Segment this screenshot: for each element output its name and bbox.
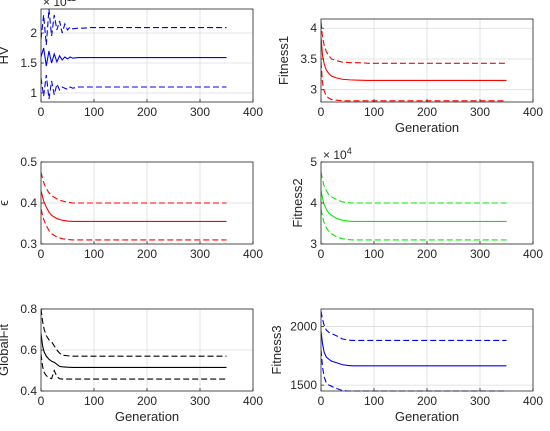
series-line-upper — [41, 308, 227, 357]
x-axis-label: Generation — [115, 409, 179, 424]
subplot-epsilon: 0 100 200 300 400 0.3 0.4 0.5 ϵ — [0, 155, 263, 261]
x-tick-label: 100 — [364, 247, 384, 261]
x-tick-label: 400 — [243, 394, 263, 408]
x-tick-label: 100 — [364, 394, 384, 408]
y-tick-label: 5 — [310, 155, 317, 169]
subplot-fitness1: 0 100 200 300 400 3 3.5 4 Fitness1 Generation — [276, 18, 543, 135]
x-tick-label: 400 — [243, 105, 263, 119]
series-line-upper — [321, 311, 507, 341]
y-tick-label: 2 — [30, 26, 37, 40]
x-tick-label: 400 — [243, 247, 263, 261]
y-axis-label: GlobalFit — [0, 324, 11, 376]
series-line-upper — [321, 172, 507, 204]
subplot-hv: 0 100 200 300 400 1 1.5 2 HV × 1011 — [0, 0, 263, 119]
y-tick-label: 0.5 — [20, 155, 37, 169]
x-tick-label: 100 — [84, 394, 104, 408]
y-axis-label: Fitness3 — [269, 325, 284, 374]
y-axis-exponent: × 104 — [323, 146, 352, 162]
x-tick-label: 0 — [38, 247, 45, 261]
y-tick-label: 1500 — [290, 378, 317, 392]
x-tick-label: 100 — [84, 247, 104, 261]
x-tick-label: 0 — [318, 105, 325, 119]
series-line-lower — [41, 74, 227, 100]
y-tick-label: 3 — [310, 83, 317, 97]
y-tick-label: 0.4 — [20, 196, 37, 210]
y-tick-label: 1 — [30, 86, 37, 100]
series-line-mean — [41, 47, 227, 67]
x-tick-label: 400 — [523, 105, 543, 119]
y-tick-label: 4 — [310, 21, 317, 35]
subplot-globalfit: 0 100 200 300 400 0.4 0.6 0.8 GlobalFit Generatio… — [0, 302, 263, 424]
series-line-upper — [41, 8, 227, 46]
series-line-lower — [321, 209, 507, 241]
y-tick-label: 3 — [310, 237, 317, 251]
y-tick-label: 4 — [310, 196, 317, 210]
x-tick-label: 0 — [38, 394, 45, 408]
x-tick-label: 300 — [470, 105, 490, 119]
y-tick-label: 2000 — [290, 320, 317, 334]
subplot-fitness3: 0 100 200 300 400 1500 2000 Fitness3 Generation — [269, 308, 543, 424]
x-axis-label: Generation — [395, 409, 459, 424]
y-axis-label: ϵ — [0, 200, 11, 206]
x-tick-label: 200 — [137, 247, 157, 261]
series-line-lower — [41, 354, 227, 380]
series-line-mean — [321, 37, 507, 82]
x-tick-label: 200 — [417, 105, 437, 119]
y-tick-label: 0.6 — [20, 343, 37, 357]
y-tick-label: 0.3 — [20, 237, 37, 251]
y-axis-label: Fitness1 — [276, 36, 291, 85]
series-line-mean — [41, 333, 227, 368]
y-tick-label: 3.5 — [300, 52, 317, 66]
x-tick-label: 300 — [470, 394, 490, 408]
y-tick-label: 1.5 — [20, 56, 37, 70]
x-tick-label: 200 — [417, 247, 437, 261]
y-axis-label: Fitness2 — [290, 178, 305, 227]
x-tick-label: 300 — [190, 105, 210, 119]
y-tick-label: 0.4 — [20, 384, 37, 398]
x-tick-label: 400 — [523, 394, 543, 408]
x-tick-label: 200 — [137, 394, 157, 408]
x-tick-label: 400 — [523, 247, 543, 261]
x-axis-label: Generation — [395, 120, 459, 135]
x-tick-label: 300 — [190, 247, 210, 261]
y-axis-exponent: × 1011 — [43, 0, 76, 9]
x-tick-label: 200 — [137, 105, 157, 119]
x-tick-label: 0 — [38, 105, 45, 119]
x-tick-label: 100 — [364, 105, 384, 119]
y-axis-label: HV — [0, 46, 11, 64]
series-line-mean — [321, 190, 507, 222]
x-tick-label: 300 — [190, 394, 210, 408]
subplot-fitness2: 0 100 200 300 400 3 4 5 Fitness2 × 104 — [290, 146, 543, 261]
x-tick-label: 0 — [318, 247, 325, 261]
y-tick-label: 0.8 — [20, 302, 37, 316]
series-line-mean — [41, 190, 227, 222]
x-tick-label: 200 — [417, 394, 437, 408]
x-tick-label: 100 — [84, 105, 104, 119]
x-tick-label: 300 — [470, 247, 490, 261]
series-line-upper — [321, 22, 507, 64]
series-line-lower — [41, 209, 227, 241]
x-tick-label: 0 — [318, 394, 325, 408]
series-line-mean — [321, 331, 507, 367]
